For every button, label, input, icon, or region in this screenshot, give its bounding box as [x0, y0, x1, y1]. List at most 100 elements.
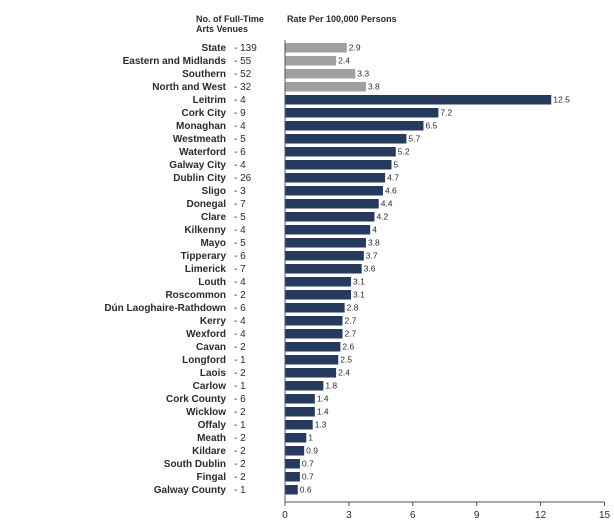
- bar: [285, 394, 315, 404]
- bar: [285, 251, 364, 261]
- bar: [285, 329, 343, 339]
- bar: [285, 199, 379, 209]
- category-label: Roscommon: [165, 290, 226, 301]
- value-label: 2.4: [338, 55, 350, 65]
- value-label: 2.9: [349, 42, 361, 52]
- value-label: 3.8: [368, 81, 380, 91]
- category-label: Tipperary: [181, 251, 227, 262]
- category-label: Southern: [182, 69, 226, 80]
- value-label: 4.7: [387, 172, 399, 182]
- value-label: 2.4: [338, 367, 350, 377]
- venue-count-label: - 7: [234, 199, 246, 210]
- category-label: Carlow: [193, 381, 227, 392]
- bar: [285, 381, 324, 391]
- bar: [285, 160, 392, 170]
- category-label: Laois: [200, 368, 227, 379]
- category-label: Westmeath: [173, 134, 226, 145]
- category-label: Wicklow: [186, 407, 226, 418]
- category-label: State: [202, 43, 227, 54]
- venue-count-label: - 7: [234, 264, 246, 275]
- venues-header-line1: No. of Full-Time: [196, 14, 264, 24]
- category-label: Wexford: [186, 329, 226, 340]
- category-label: Fingal: [197, 472, 227, 483]
- value-label: 1.3: [315, 419, 327, 429]
- value-label: 2.8: [347, 302, 359, 312]
- category-label: Donegal: [187, 199, 227, 210]
- bar: [285, 95, 552, 105]
- value-label: 1: [308, 432, 313, 442]
- venue-count-label: - 4: [234, 316, 246, 327]
- value-label: 12.5: [553, 94, 570, 104]
- venue-count-label: - 2: [234, 446, 246, 457]
- category-label: Monaghan: [176, 121, 226, 132]
- bar: [285, 368, 337, 378]
- venue-count-label: - 6: [234, 251, 246, 262]
- value-label: 1.4: [317, 406, 329, 416]
- value-label: 0.9: [306, 445, 318, 455]
- value-label: 5.7: [408, 133, 420, 143]
- category-label: Dublin City: [173, 173, 226, 184]
- category-label: Clare: [201, 212, 226, 223]
- bar: [285, 459, 300, 469]
- value-label: 2.7: [345, 328, 357, 338]
- value-label: 1.4: [317, 393, 329, 403]
- venue-count-label: - 139: [234, 43, 257, 54]
- bar: [285, 69, 356, 79]
- value-label: 5: [394, 159, 399, 169]
- category-label: Offaly: [198, 420, 227, 431]
- venue-count-label: - 52: [234, 69, 252, 80]
- bar: [285, 82, 366, 92]
- category-label: Meath: [197, 433, 226, 444]
- venue-count-label: - 9: [234, 108, 246, 119]
- bar: [285, 290, 352, 300]
- x-tick-label: 9: [474, 510, 480, 521]
- bar: [285, 420, 313, 430]
- bar: [285, 277, 352, 287]
- value-label: 3.8: [368, 237, 380, 247]
- venue-count-label: - 55: [234, 56, 252, 67]
- category-label: Louth: [198, 277, 226, 288]
- value-label: 1.8: [325, 380, 337, 390]
- bar: [285, 316, 343, 326]
- value-label: 3.7: [366, 250, 378, 260]
- value-label: 0.7: [302, 471, 314, 481]
- bar: [285, 264, 362, 274]
- bar: [285, 56, 337, 66]
- bar: [285, 43, 347, 53]
- venues-header: No. of Full-Time Arts Venues: [196, 14, 284, 34]
- value-label: 4.6: [385, 185, 397, 195]
- category-label: Eastern and Midlands: [123, 56, 227, 67]
- bar: [285, 108, 439, 118]
- venue-count-label: - 1: [234, 485, 246, 496]
- bar: [285, 173, 386, 183]
- venue-count-label: - 4: [234, 121, 246, 132]
- value-label: 3.1: [353, 289, 365, 299]
- value-label: 5.2: [398, 146, 410, 156]
- bar: [285, 238, 366, 248]
- rate-header: Rate Per 100,000 Persons: [287, 14, 397, 24]
- category-label: Longford: [182, 355, 226, 366]
- category-label: Cork City: [182, 108, 227, 119]
- category-label: North and West: [152, 82, 226, 93]
- x-tick-label: 3: [346, 510, 352, 521]
- bar: [285, 446, 305, 456]
- category-label: Mayo: [200, 238, 226, 249]
- venue-count-label: - 6: [234, 303, 246, 314]
- category-label: Limerick: [185, 264, 227, 275]
- x-tick-label: 15: [599, 510, 611, 521]
- category-label: Galway City: [169, 160, 226, 171]
- category-label: Leitrim: [193, 95, 226, 106]
- category-label: Kerry: [200, 316, 227, 327]
- venue-count-label: - 5: [234, 238, 246, 249]
- category-label: Kildare: [192, 446, 226, 457]
- venue-count-label: - 2: [234, 433, 246, 444]
- bar: [285, 134, 407, 144]
- value-label: 2.6: [342, 341, 354, 351]
- value-label: 3.3: [357, 68, 369, 78]
- venue-count-label: - 6: [234, 394, 246, 405]
- x-tick-label: 6: [410, 510, 416, 521]
- venue-count-label: - 4: [234, 95, 246, 106]
- value-label: 0.6: [300, 484, 312, 494]
- venue-count-label: - 2: [234, 472, 246, 483]
- bar: [285, 342, 341, 352]
